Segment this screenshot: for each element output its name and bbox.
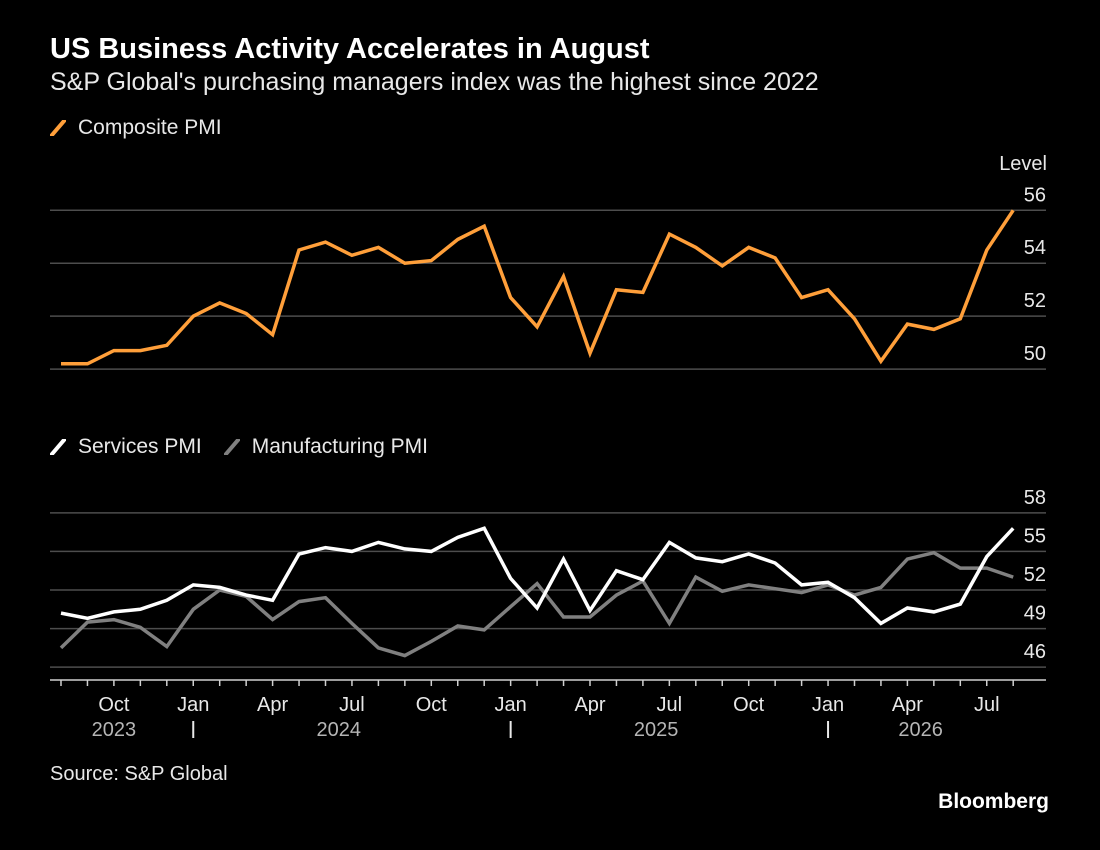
services-manufacturing-chart-y-tick-label: 58 — [1024, 487, 1046, 509]
legend-services-manufacturing: Services PMI Manufacturing PMI — [50, 435, 450, 459]
legend-swatch-manufacturing — [223, 439, 240, 455]
bloomberg-logo: Bloomberg — [938, 790, 1049, 813]
x-tick-label: Jul — [339, 694, 365, 716]
x-tick-label: Apr — [257, 694, 288, 716]
x-year-label: 2023 — [92, 719, 137, 741]
x-tick-label: Oct — [98, 694, 130, 716]
services-manufacturing-chart-series-line-1 — [60, 526, 1015, 626]
legend-item-composite: Composite PMI — [50, 116, 222, 140]
composite-chart-y-tick-label: 56 — [1024, 184, 1046, 206]
x-tick-label: Apr — [892, 694, 923, 716]
x-tick-label: Jan — [177, 694, 209, 716]
page-title: US Business Activity Accelerates in Augu… — [50, 33, 650, 65]
x-tick-label: Jan — [495, 694, 527, 716]
legend-item-manufacturing: Manufacturing PMI — [223, 435, 428, 459]
composite-chart-y-tick-label: 54 — [1024, 237, 1046, 259]
manufacturing-swatch-line — [223, 439, 240, 455]
x-tick-label: Apr — [574, 694, 605, 716]
x-tick-label: Jan — [812, 694, 844, 716]
services-swatch-line — [50, 439, 66, 455]
x-tick-label: Oct — [733, 694, 765, 716]
legend-item-services: Services PMI — [50, 435, 202, 459]
y-axis-unit-label: Level — [999, 153, 1047, 175]
x-tick-label: Oct — [416, 694, 448, 716]
page-subtitle: S&P Global's purchasing managers index w… — [50, 68, 819, 96]
composite-chart-series-line-0 — [61, 209, 1015, 366]
legend-composite: Composite PMI — [50, 116, 244, 140]
x-tick-label: Jul — [657, 694, 683, 716]
services-manufacturing-chart-y-tick-label: 46 — [1024, 641, 1046, 663]
legend-label-services: Services PMI — [78, 435, 202, 458]
composite-chart-y-tick-label: 50 — [1024, 343, 1046, 365]
x-tick-label: Jul — [974, 694, 1000, 716]
x-year-label: 2026 — [898, 719, 943, 741]
services-manufacturing-chart-series-line-0 — [59, 550, 1014, 658]
services-manufacturing-chart-y-tick-label: 55 — [1024, 525, 1046, 547]
services-manufacturing-chart-y-tick-label: 49 — [1024, 603, 1046, 625]
legend-swatch-services — [50, 439, 66, 455]
legend-swatch-composite — [50, 120, 66, 136]
legend-label-composite: Composite PMI — [78, 116, 222, 139]
x-year-label: 2025 — [634, 719, 679, 741]
services-manufacturing-chart-y-tick-label: 52 — [1024, 564, 1046, 586]
x-year-label: 2024 — [316, 719, 361, 741]
source-note: Source: S&P Global — [50, 763, 228, 785]
legend-label-manufacturing: Manufacturing PMI — [251, 435, 428, 458]
composite-swatch-line — [50, 120, 66, 136]
composite-chart-y-tick-label: 52 — [1024, 290, 1046, 312]
